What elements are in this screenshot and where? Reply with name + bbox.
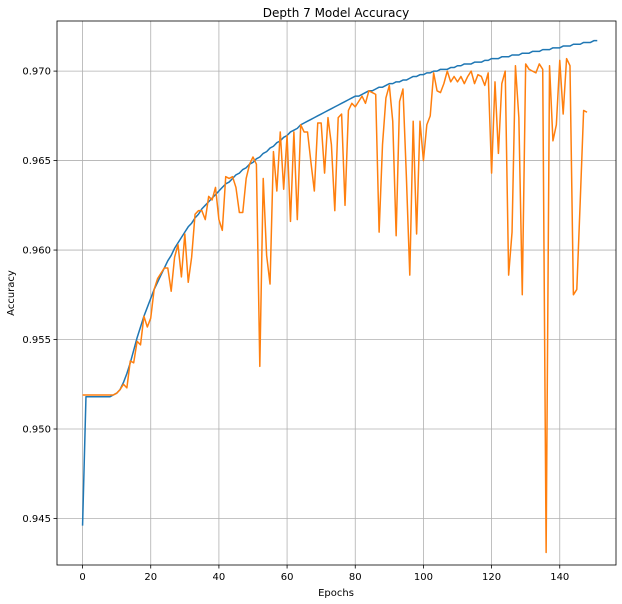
y-axis-label: Accuracy — [6, 270, 17, 316]
y-tick-label: 0.945 — [22, 514, 51, 525]
axis-ticks: 0 20 40 60 80 100 120 140 0.945 0.950 0.955 0.960 0.… — [22, 67, 569, 583]
x-axis-label: Epochs — [318, 588, 354, 599]
y-tick-label: 0.950 — [22, 425, 51, 436]
series-lines — [81, 39, 598, 554]
x-tick-label: 40 — [213, 572, 226, 583]
y-tick-label: 0.955 — [22, 335, 51, 346]
y-tick-label: 0.960 — [22, 246, 51, 257]
x-tick-label: 120 — [482, 572, 501, 583]
chart-title: Depth 7 Model Accuracy — [263, 6, 409, 20]
series-line-1 — [81, 39, 598, 526]
x-tick-label: 80 — [349, 572, 362, 583]
plot-frame — [56, 20, 617, 566]
x-tick-label: 60 — [281, 572, 294, 583]
x-tick-label: 140 — [550, 572, 569, 583]
y-tick-label: 0.965 — [22, 156, 51, 167]
x-tick-label: 100 — [414, 572, 433, 583]
series-line-2 — [82, 57, 588, 554]
y-tick-label: 0.970 — [22, 67, 51, 78]
x-tick-label: 20 — [144, 572, 157, 583]
x-tick-label: 0 — [79, 572, 85, 583]
